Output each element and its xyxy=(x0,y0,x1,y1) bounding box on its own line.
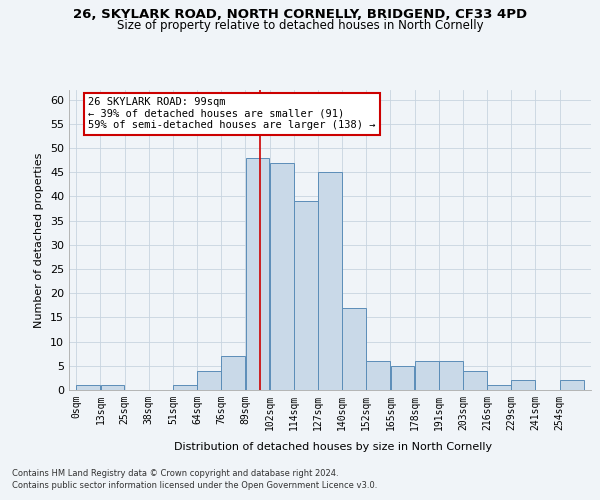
Bar xyxy=(270,162,293,390)
Bar xyxy=(487,385,511,390)
Bar xyxy=(463,370,487,390)
Text: 26, SKYLARK ROAD, NORTH CORNELLY, BRIDGEND, CF33 4PD: 26, SKYLARK ROAD, NORTH CORNELLY, BRIDGE… xyxy=(73,8,527,20)
Bar xyxy=(415,361,439,390)
Text: Contains public sector information licensed under the Open Government Licence v3: Contains public sector information licen… xyxy=(12,481,377,490)
Bar xyxy=(342,308,366,390)
Text: 26 SKYLARK ROAD: 99sqm
← 39% of detached houses are smaller (91)
59% of semi-det: 26 SKYLARK ROAD: 99sqm ← 39% of detached… xyxy=(88,98,376,130)
Bar xyxy=(101,385,124,390)
Text: Size of property relative to detached houses in North Cornelly: Size of property relative to detached ho… xyxy=(116,18,484,32)
Bar xyxy=(76,385,100,390)
Bar xyxy=(560,380,584,390)
Text: Distribution of detached houses by size in North Cornelly: Distribution of detached houses by size … xyxy=(174,442,492,452)
Bar xyxy=(173,385,197,390)
Bar xyxy=(367,361,390,390)
Bar xyxy=(318,172,342,390)
Text: Contains HM Land Registry data © Crown copyright and database right 2024.: Contains HM Land Registry data © Crown c… xyxy=(12,468,338,477)
Bar xyxy=(294,202,318,390)
Bar xyxy=(391,366,415,390)
Bar xyxy=(197,370,221,390)
Bar xyxy=(511,380,535,390)
Y-axis label: Number of detached properties: Number of detached properties xyxy=(34,152,44,328)
Bar xyxy=(221,356,245,390)
Bar xyxy=(245,158,269,390)
Bar xyxy=(439,361,463,390)
